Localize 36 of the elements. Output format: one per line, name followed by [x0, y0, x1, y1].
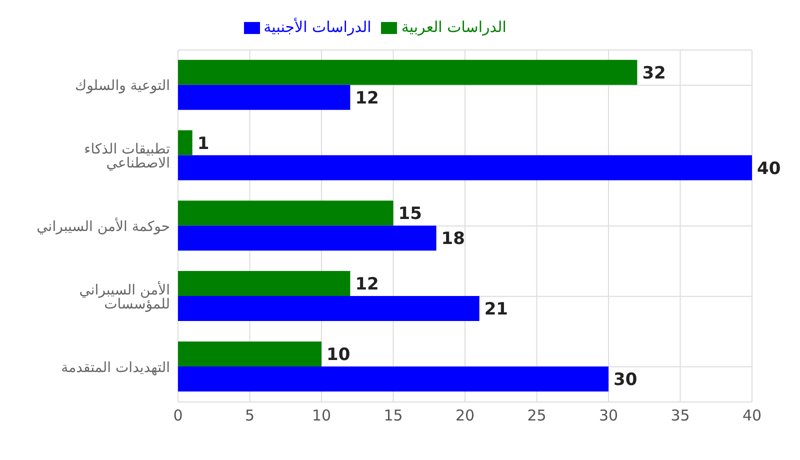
data-label: 18 — [441, 229, 465, 250]
y-tick-label: حوكمة الأمن السيبراني — [36, 216, 170, 235]
data-label: 40 — [757, 158, 781, 179]
bar — [178, 366, 608, 392]
bar — [178, 130, 192, 156]
x-tick-label: 20 — [455, 406, 475, 425]
data-label: 10 — [326, 344, 350, 365]
x-tick-label: 10 — [312, 406, 332, 425]
bar — [178, 155, 752, 180]
legend-label: الدراسات الأجنبية — [264, 18, 372, 36]
bar — [178, 226, 436, 251]
data-label: 32 — [642, 63, 666, 84]
y-tick-label: الأمن السيبراني للمؤسسات — [79, 280, 170, 312]
bar — [178, 341, 322, 366]
x-tick-label: 5 — [244, 406, 255, 425]
x-tick-label: 40 — [742, 406, 762, 425]
data-label: 12 — [355, 88, 379, 108]
bar — [178, 60, 638, 85]
x-tick-label: 35 — [670, 406, 690, 425]
x-tick-label: 0 — [173, 406, 183, 425]
data-label: 12 — [355, 274, 379, 295]
bar — [178, 200, 394, 226]
bar — [178, 84, 350, 110]
bar — [178, 296, 480, 322]
y-tick-label: التوعية والسلوك — [75, 78, 170, 94]
x-tick-label: 15 — [384, 406, 403, 425]
y-tick-label: التهديدات المتقدمة — [61, 360, 170, 376]
x-tick-label: 30 — [598, 406, 618, 425]
data-label: 1 — [197, 134, 210, 154]
bar — [178, 271, 350, 296]
legend-label: الدراسات العربية — [401, 18, 506, 36]
data-label: 15 — [398, 204, 422, 224]
y-tick-label: تطبيقات الذكاء الاصطناعي — [84, 142, 170, 172]
data-label: 30 — [614, 370, 638, 390]
data-label: 21 — [484, 300, 508, 320]
x-tick-label: 25 — [527, 406, 546, 425]
